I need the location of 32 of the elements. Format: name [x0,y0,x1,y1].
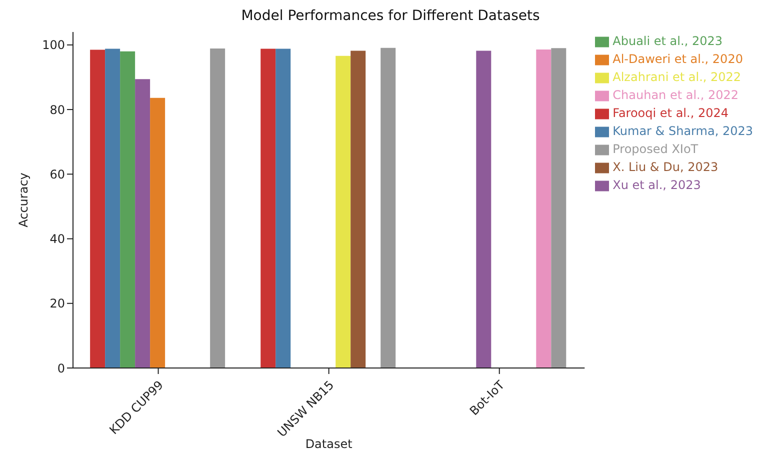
bar [90,50,106,368]
bar [120,51,136,368]
legend-label: Al-Daweri et al., 2020 [612,52,743,66]
legend-label: Abuali et al., 2023 [612,34,722,48]
legend-label: Kumar & Sharma, 2023 [612,124,753,138]
chart-title: Model Performances for Different Datasets [240,8,541,26]
bar [135,79,150,368]
y-tick-label: 60 [50,167,65,182]
y-tick-label: 100 [42,38,65,52]
bar [350,50,366,368]
bar [551,48,566,368]
bar [260,48,276,368]
bar [476,50,492,368]
bar [210,48,226,368]
legend-label: X. Liu & Du, 2023 [612,160,718,174]
y-axis-title: Accuracy [16,172,30,228]
bar [336,56,351,368]
y-tick-label: 40 [50,232,65,246]
legend-label: Xu et al., 2023 [612,178,701,192]
legend-label: Farooqi et al., 2024 [612,106,728,120]
legend-label: Chauhan et al., 2022 [612,88,739,102]
bar [536,49,552,368]
y-tick-label: 0 [57,361,65,376]
x-axis-title: Dataset [305,437,353,451]
legend-label: Alzahrani et al., 2022 [612,70,742,84]
bar [380,48,396,368]
bar [105,48,120,368]
bar [150,98,166,368]
legend-label: Proposed XIoT [612,142,698,156]
y-tick-label: 20 [50,296,65,311]
bar [276,48,291,368]
y-tick-label: 80 [50,102,65,117]
